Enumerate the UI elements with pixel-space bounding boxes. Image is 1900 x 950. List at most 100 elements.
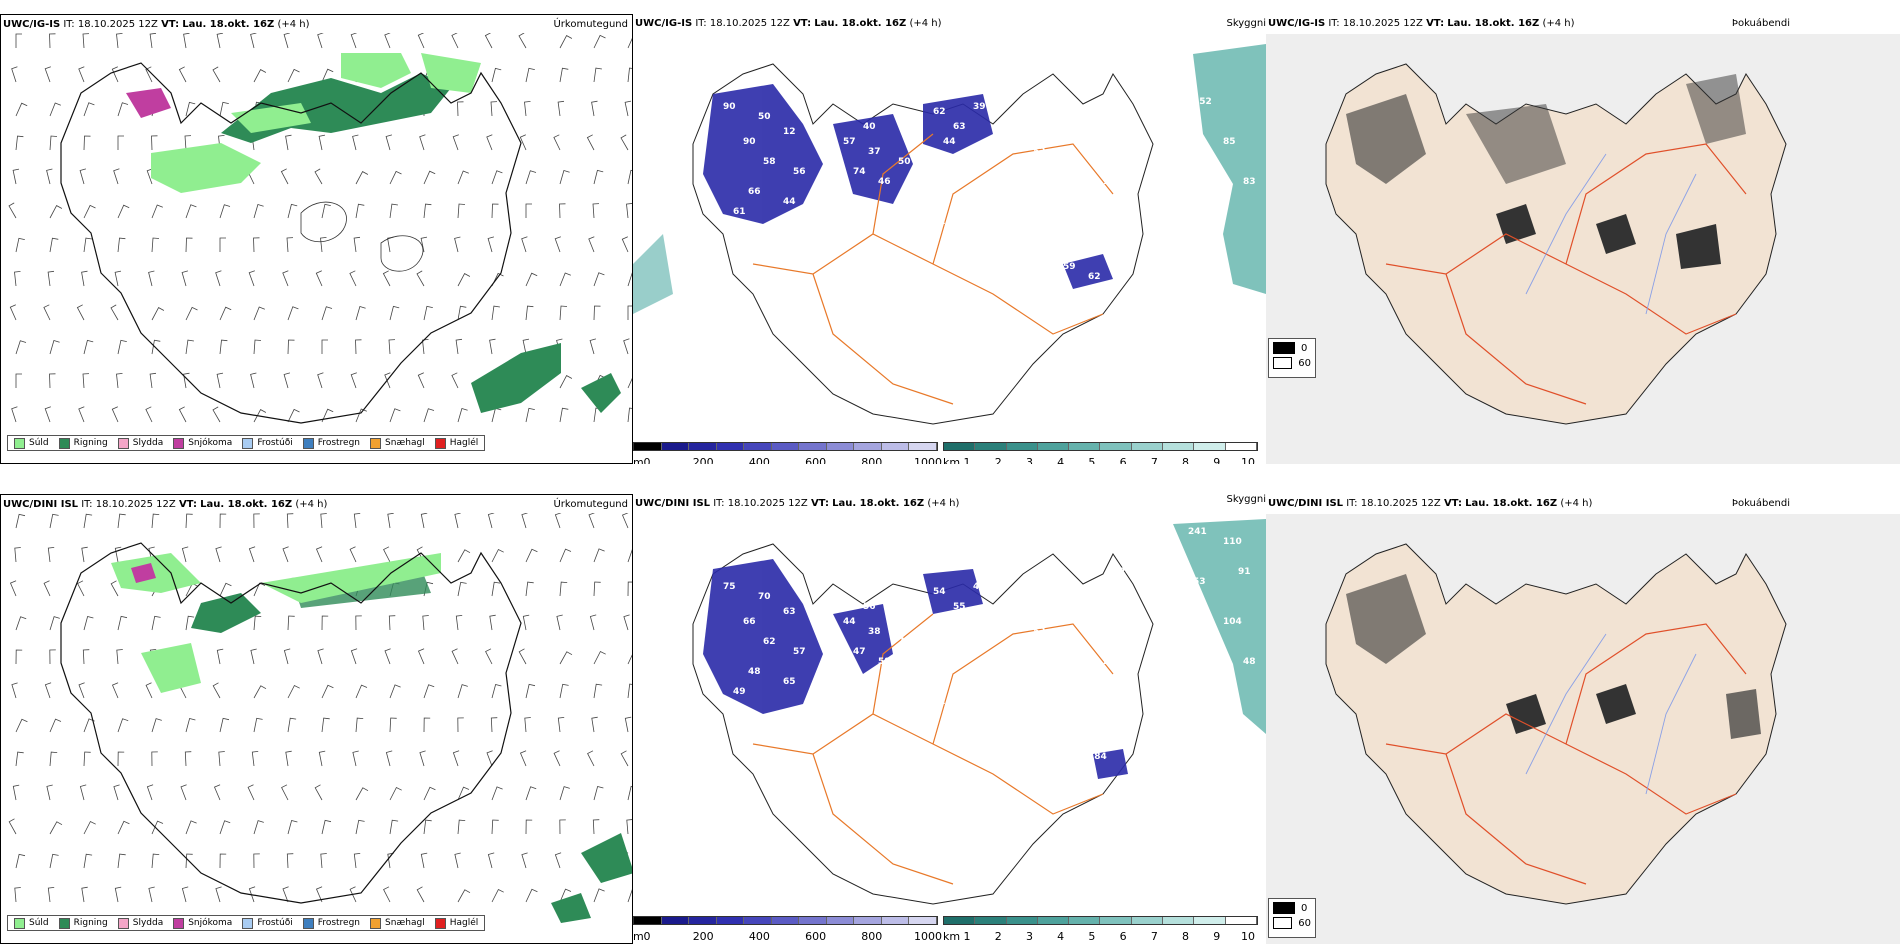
wind-barb (219, 582, 232, 597)
wind-barb (452, 750, 460, 767)
wind-barb (355, 203, 365, 219)
wind-barb (355, 408, 367, 423)
ceiling-label: 53 (1193, 577, 1206, 587)
road-network (1385, 143, 1747, 405)
wind-barb (49, 237, 59, 253)
wind-barb (9, 304, 17, 321)
precip-legend-swatch (370, 917, 382, 929)
iceland-glaciers (300, 201, 424, 272)
wind-barb (183, 372, 190, 389)
wind-barb (15, 649, 23, 665)
wind-barb (185, 306, 198, 321)
precip-legend-swatch (58, 917, 70, 929)
wind-barb (315, 886, 323, 903)
wind-barb (521, 852, 528, 869)
wind-barb (11, 406, 18, 423)
ceiling-label: 44 (783, 197, 796, 207)
wind-barb (117, 102, 129, 117)
precip-legend-swatch (117, 917, 129, 929)
ceiling-label: 57 (843, 137, 856, 147)
wind-barb (353, 236, 361, 253)
wind-barb (486, 134, 493, 151)
colorbar-segment (1006, 917, 1038, 924)
iceland-outline (60, 62, 522, 424)
panel-header: UWC/DINI ISL IT: 18.10.2025 12Z VT: Lau.… (635, 498, 960, 509)
precip-legend-label: Rigning (73, 918, 108, 928)
visibility-colorbar-unit: km (943, 930, 961, 943)
wind-barb (420, 513, 428, 529)
ceiling-label: 53 (1033, 627, 1046, 637)
wind-barb (178, 66, 187, 83)
precip-legend-label: Frostregn (317, 438, 361, 448)
ceiling-label: 56 (793, 167, 806, 177)
wind-barb (218, 751, 225, 767)
colorbar-tick-label: 6 (1119, 456, 1127, 464)
wind-barb (525, 203, 532, 218)
wind-barb (355, 615, 362, 631)
wind-barb (487, 236, 495, 253)
visibility-colorbar-swatches (943, 442, 1258, 451)
wind-barb (525, 819, 533, 835)
precipitation-type-map (8, 33, 632, 424)
wind-barb (385, 134, 393, 151)
panel-title: Úrkomutegund (553, 499, 628, 510)
wind-barb (491, 67, 502, 83)
wind-barb (554, 236, 561, 253)
wind-barb (82, 649, 90, 665)
wind-barb (185, 204, 197, 219)
panel-title: Þokuábendi (1731, 498, 1790, 509)
wind-barb (627, 272, 632, 287)
wind-barb (43, 304, 51, 321)
ceiling-label: 63 (783, 607, 796, 617)
colorbar-segment (1037, 443, 1070, 450)
colorbar-segment (799, 917, 827, 924)
wind-barb (389, 305, 400, 321)
precip-legend-item: Rigning (58, 437, 108, 449)
colorbar-segment (1225, 443, 1257, 450)
wind-barb (253, 204, 264, 219)
ceiling-label: 37 (868, 147, 881, 157)
wind-barb (352, 134, 359, 151)
precip-legend-label: Snjókoma (188, 438, 233, 448)
wind-barb (145, 66, 153, 83)
wind-barb (117, 820, 130, 835)
sea-fog-area (1193, 44, 1266, 294)
wind-barb (385, 750, 393, 767)
precip-legend-item: Frostregn (302, 437, 361, 449)
wind-barb (317, 372, 324, 389)
wind-barb (83, 820, 96, 835)
wind-barb (559, 581, 568, 597)
wind-barb (623, 614, 630, 631)
precip-legend-swatch (117, 437, 129, 449)
wind-barb (317, 33, 324, 49)
ceiling-label: 120 (1133, 547, 1152, 557)
precip-legend-label: Haglél (449, 918, 479, 928)
panel-title: Úrkomutegund (553, 19, 628, 30)
colorbar-segment (1163, 917, 1195, 924)
colorbar-segment (1037, 917, 1070, 924)
ceiling-label: 124 (1113, 567, 1132, 577)
colorbar-tick-label: 3 (1025, 456, 1033, 464)
precip-legend-swatch (302, 917, 314, 929)
precip-suld-areas (151, 53, 481, 193)
wind-barb (525, 888, 538, 903)
wind-barb (185, 101, 196, 117)
wind-barb (282, 270, 289, 287)
precip-legend-item: Slydda (117, 917, 163, 929)
wind-barb (457, 717, 464, 733)
ceiling-label: 91 (1238, 567, 1251, 577)
wind-barb (321, 68, 334, 83)
wind-barb (384, 372, 391, 389)
visibility-colorbar: km 1 2 3 4 5 6 7 8 9 10 (943, 916, 1258, 944)
precip-legend-swatch (242, 917, 254, 929)
wind-barb (49, 135, 58, 151)
colorbar-tick-label: 200 (692, 930, 714, 943)
ceiling-label: 48 (888, 687, 901, 697)
wind-barb (455, 338, 463, 355)
wind-barb (117, 135, 124, 150)
wind-barb (216, 648, 224, 665)
ceiling-label: 41 (1013, 187, 1026, 197)
ceiling-label: 38 (888, 207, 901, 217)
wind-barb (178, 406, 187, 423)
